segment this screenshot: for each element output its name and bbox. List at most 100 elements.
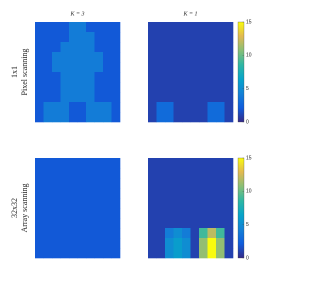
heatmap-cell	[190, 52, 200, 63]
heatmap-cell	[60, 248, 70, 259]
heatmap-cell	[43, 42, 53, 53]
heatmap-cell	[69, 228, 78, 239]
heatmap-cell	[182, 238, 191, 249]
heatmap-cell	[182, 168, 191, 179]
heatmap-cell	[156, 82, 166, 93]
heatmap	[148, 158, 234, 259]
heatmap-cell	[77, 188, 87, 199]
heatmap-cell	[103, 238, 112, 249]
heatmap-cell	[199, 62, 208, 73]
heatmap-cell	[216, 248, 225, 259]
heatmap-cell	[190, 82, 200, 93]
heatmap-cell	[103, 198, 112, 209]
heatmap-cell	[35, 22, 44, 33]
heatmap-cell	[216, 62, 225, 73]
heatmap-cell	[148, 248, 157, 259]
heatmap-cell	[94, 168, 104, 179]
heatmap-cell	[103, 178, 112, 189]
heatmap-cell	[182, 188, 191, 199]
heatmap-cell	[43, 158, 53, 169]
heatmap-cell	[86, 178, 95, 189]
heatmap-cell	[199, 238, 208, 249]
heatmap-cell	[207, 168, 217, 179]
heatmap-cell	[103, 112, 112, 123]
heatmap-cell	[43, 168, 53, 179]
heatmap-cell	[173, 62, 183, 73]
heatmap-cell	[182, 218, 191, 229]
heatmap-cell	[111, 198, 121, 209]
heatmap-cell	[69, 168, 78, 179]
heatmap-cell	[165, 62, 174, 73]
heatmap-cell	[94, 218, 104, 229]
heatmap-cell	[182, 102, 191, 113]
heatmap-cell	[156, 168, 166, 179]
heatmap-cell	[94, 42, 104, 53]
heatmap-cell	[35, 228, 44, 239]
colorbar-tick-label: 5	[246, 86, 249, 92]
heatmap-cell	[111, 112, 121, 123]
heatmap-cell	[224, 32, 234, 43]
heatmap-cell	[173, 102, 183, 113]
heatmap-cell	[52, 92, 61, 103]
heatmap-cell	[52, 158, 61, 169]
heatmap-cell	[207, 112, 217, 123]
heatmap-cell	[207, 72, 217, 83]
heatmap-cell	[35, 218, 44, 229]
heatmap-cell	[224, 158, 234, 169]
heatmap-cell	[60, 22, 70, 33]
heatmap-cell	[148, 102, 157, 113]
heatmap-cell	[156, 158, 166, 169]
heatmap-cell	[35, 198, 44, 209]
heatmap-cell	[69, 112, 78, 123]
heatmap-cell	[69, 188, 78, 199]
heatmap-cell	[43, 52, 53, 63]
heatmap-cell	[111, 72, 121, 83]
heatmap-cell	[103, 168, 112, 179]
heatmap-cell	[156, 92, 166, 103]
heatmap-cell	[103, 62, 112, 73]
heatmap-cell	[69, 92, 78, 103]
heatmap-cell	[173, 218, 183, 229]
heatmap-cell	[165, 168, 174, 179]
heatmap-cell	[60, 62, 70, 73]
heatmap-cell	[111, 178, 121, 189]
heatmap-cell	[60, 158, 70, 169]
heatmap-cell	[148, 92, 157, 103]
heatmap-cell	[86, 52, 95, 63]
heatmap-cell	[148, 52, 157, 63]
heatmap-cell	[156, 42, 166, 53]
heatmap-cell	[86, 218, 95, 229]
colorbar	[237, 157, 245, 259]
heatmap-cell	[35, 62, 44, 73]
heatmap-cell	[69, 198, 78, 209]
heatmap-cell	[224, 62, 234, 73]
heatmap-cell	[156, 188, 166, 199]
heatmap-cell	[77, 178, 87, 189]
heatmap-cell	[52, 168, 61, 179]
heatmap-cell	[43, 198, 53, 209]
heatmap-cell	[190, 62, 200, 73]
heatmap-cell	[156, 52, 166, 63]
heatmap-cell	[190, 198, 200, 209]
heatmap-cell	[165, 178, 174, 189]
heatmap-cell	[148, 198, 157, 209]
heatmap-cell	[199, 32, 208, 43]
heatmap-cell	[103, 228, 112, 239]
heatmap-cell	[216, 198, 225, 209]
heatmap-cell	[35, 82, 44, 93]
heatmap-cell	[182, 52, 191, 63]
heatmap-cell	[224, 92, 234, 103]
heatmap-cell	[173, 248, 183, 259]
heatmap-cell	[199, 82, 208, 93]
heatmap-cell	[165, 32, 174, 43]
heatmap-cell	[190, 22, 200, 33]
heatmap-cell	[94, 92, 104, 103]
heatmap-cell	[86, 158, 95, 169]
heatmap-cell	[156, 62, 166, 73]
heatmap-cell	[86, 228, 95, 239]
heatmap-cell	[35, 42, 44, 53]
heatmap-cell	[190, 238, 200, 249]
heatmap-cell	[60, 92, 70, 103]
heatmap-cell	[165, 112, 174, 123]
row-label: 32x32	[10, 198, 19, 218]
